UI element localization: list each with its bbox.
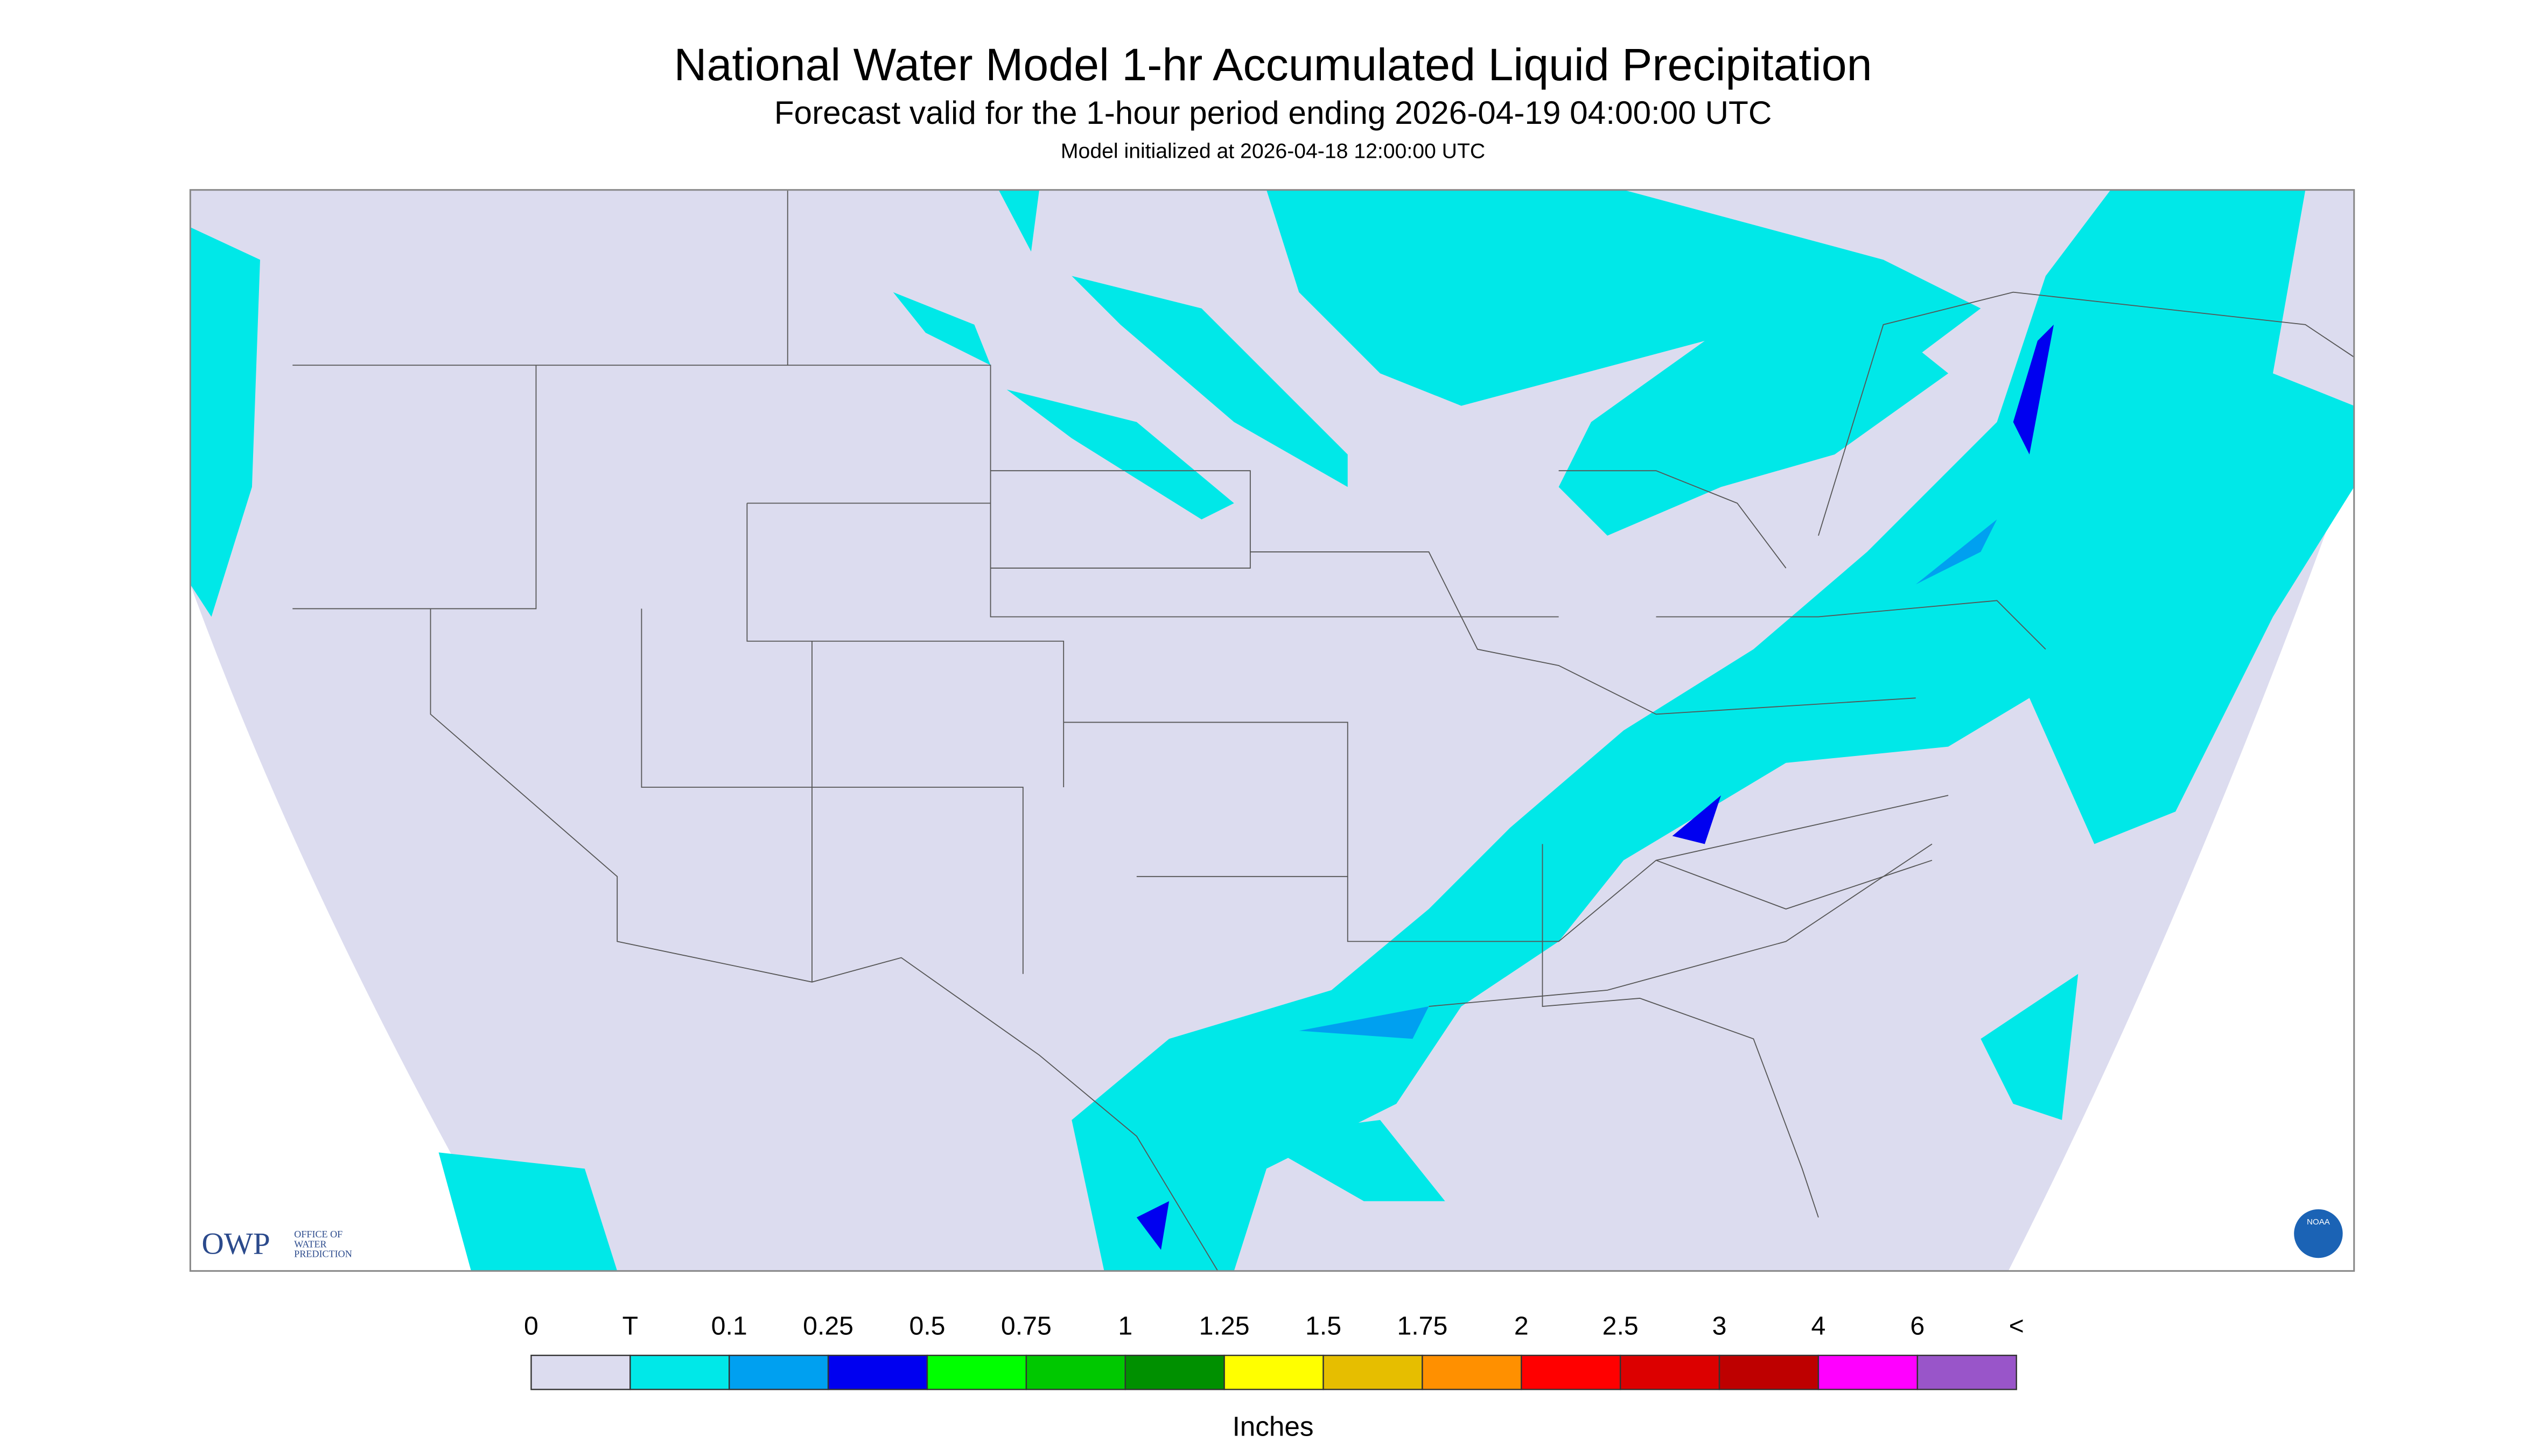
legend-label: 1 (1118, 1312, 1132, 1341)
legend-swatch (1718, 1354, 1820, 1390)
legend-swatch (1521, 1354, 1621, 1390)
legend-label: 2.5 (1603, 1312, 1639, 1341)
legend-unit: Inches (1233, 1411, 1314, 1441)
legend-swatch (1817, 1354, 1919, 1390)
legend-label: 2 (1514, 1312, 1529, 1341)
init-time: Model initialized at 2026-04-18 12:00:00… (1061, 140, 1485, 163)
outside-left (190, 190, 517, 1271)
noaa-text: NOAA (2307, 1217, 2331, 1227)
map-frame (189, 189, 2355, 1272)
legend-swatch (1422, 1354, 1522, 1390)
legend: 0 T 0.1 0.25 0.5 0.75 1 1.25 1.5 1.75 2 2.5 3 4 6 < (524, 1312, 2024, 1390)
legend-label: 0.1 (711, 1312, 747, 1341)
legend-label: T (622, 1312, 638, 1341)
precip (190, 190, 2354, 1271)
legend-label: 0.25 (803, 1312, 853, 1341)
legend-swatch (629, 1354, 730, 1390)
legend-label: 4 (1811, 1312, 1826, 1341)
legend-swatch (926, 1354, 1027, 1390)
legend-label: < (2009, 1312, 2024, 1341)
legend-swatch (1323, 1354, 1423, 1390)
borders (292, 190, 2355, 1271)
legend-swatch (1916, 1354, 2017, 1390)
legend-swatch (530, 1354, 631, 1390)
legend-swatch (1124, 1354, 1225, 1390)
legend-swatch (1223, 1354, 1324, 1390)
noaa-logo (2294, 1209, 2343, 1258)
legend-label: 1.25 (1199, 1312, 1250, 1341)
legend-label: 1.75 (1397, 1312, 1447, 1341)
legend-label: 6 (1910, 1312, 1925, 1341)
legend-label: 0.75 (1001, 1312, 1052, 1341)
owp-logo: OWP (201, 1227, 270, 1261)
legend-label: 0.5 (909, 1312, 945, 1341)
subtitle: Forecast valid for the 1-hour period end… (774, 94, 1772, 131)
owp-line: WATER (294, 1238, 327, 1249)
legend-label: 1.5 (1305, 1312, 1341, 1341)
legend-swatch (728, 1354, 829, 1390)
legend-swatch (1025, 1354, 1126, 1390)
title: National Water Model 1-hr Accumulated Li… (674, 39, 1872, 90)
owp-line: OFFICE OF (294, 1229, 342, 1240)
legend-swatch (827, 1354, 928, 1390)
owp-line: PREDICTION (294, 1248, 352, 1259)
legend-label: 3 (1712, 1312, 1727, 1341)
outside-right (2008, 454, 2354, 1271)
legend-swatch (1619, 1354, 1720, 1390)
legend-label: 0 (524, 1312, 538, 1341)
